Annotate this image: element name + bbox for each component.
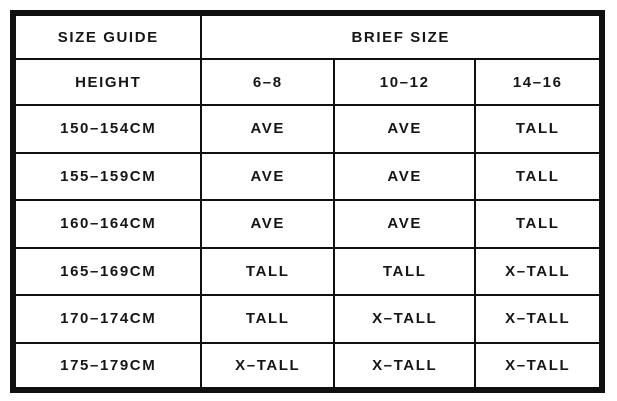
fit-cell: AVE [200,199,335,249]
fit-cell: TALL [474,104,603,154]
fit-cell: X–TALL [200,341,335,391]
fit-cell: AVE [200,104,335,154]
height-range-cell: 150–154CM [11,104,203,154]
fit-cell: TALL [200,294,335,344]
size-guide-table: SIZE GUIDE BRIEF SIZE HEIGHT 6–8 10–12 1… [10,10,605,393]
brief-size-group-header-cell: BRIEF SIZE [200,12,603,60]
fit-cell: X–TALL [332,294,477,344]
table-row: 165–169CM TALL TALL X–TALL [11,246,603,296]
fit-cell: AVE [332,151,477,201]
fit-cell: TALL [200,246,335,296]
column-header-size-14-16: 14–16 [474,58,603,106]
fit-cell: TALL [474,151,603,201]
table-row: 150–154CM AVE AVE TALL [11,104,603,154]
fit-cell: X–TALL [332,341,477,391]
fit-cell: X–TALL [474,294,603,344]
fit-cell: TALL [332,246,477,296]
column-header-size-10-12: 10–12 [332,58,477,106]
table-row: 160–164CM AVE AVE TALL [11,199,603,249]
fit-cell: X–TALL [474,246,603,296]
fit-cell: AVE [332,199,477,249]
height-range-cell: 175–179CM [11,341,203,391]
height-range-cell: 170–174CM [11,294,203,344]
height-range-cell: 160–164CM [11,199,203,249]
table-row: 155–159CM AVE AVE TALL [11,151,603,201]
height-range-cell: 165–169CM [11,246,203,296]
column-header-height: HEIGHT [11,58,203,106]
height-range-cell: 155–159CM [11,151,203,201]
column-header-size-6-8: 6–8 [200,58,335,106]
fit-cell: AVE [332,104,477,154]
fit-cell: TALL [474,199,603,249]
fit-cell: AVE [200,151,335,201]
table-header-row: SIZE GUIDE BRIEF SIZE [11,12,603,60]
table-row: 170–174CM TALL X–TALL X–TALL [11,294,603,344]
fit-cell: X–TALL [474,341,603,391]
column-header-row: HEIGHT 6–8 10–12 14–16 [11,58,603,106]
table-row: 175–179CM X–TALL X–TALL X–TALL [11,341,603,391]
size-guide-title-cell: SIZE GUIDE [11,12,203,60]
